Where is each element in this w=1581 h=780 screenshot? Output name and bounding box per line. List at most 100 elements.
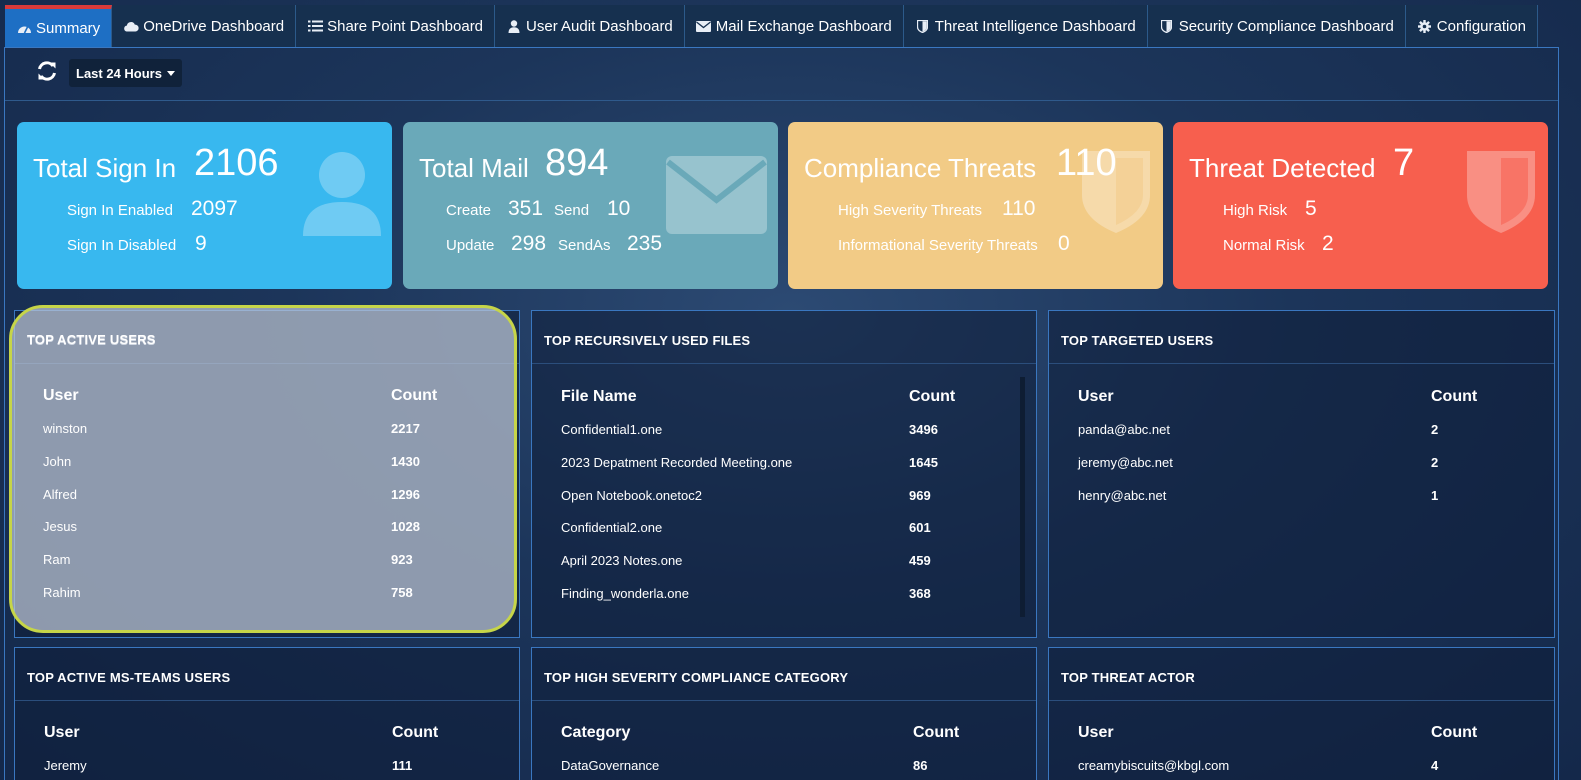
top-nav: Summary OneDrive Dashboard Share Point D… (5, 5, 1539, 47)
user-icon (506, 19, 522, 33)
table-row-count: 459 (909, 553, 931, 568)
top-threat-actor-panel: TOP THREAT ACTOR User Count creamybiscui… (1048, 647, 1555, 780)
card-total: 7 (1393, 142, 1415, 184)
table-row-category: DataGovernance (561, 758, 660, 773)
high-severity-value: 110 (1002, 197, 1036, 220)
tab-label: Mail Exchange Dashboard (715, 17, 892, 35)
highlight-overlay (9, 305, 517, 633)
top-recursively-used-files-panel: TOP RECURSIVELY USED FILES File Name Cou… (531, 310, 1037, 638)
column-header-category[interactable]: Category (561, 724, 631, 741)
tab-sharepoint-dashboard[interactable]: Share Point Dashboard (296, 5, 496, 47)
card-title: Total Sign In (33, 153, 177, 183)
mail-send-value: 10 (607, 197, 631, 220)
table-row-user: Ram (43, 552, 71, 567)
tab-configuration[interactable]: Configuration (1406, 5, 1539, 47)
table-row-count: 86 (913, 758, 928, 773)
table-row-count: 758 (391, 585, 413, 600)
threat-detected-card: Threat Detected 7 High Risk 5 Normal Ris… (1173, 122, 1548, 289)
shield-icon (1080, 149, 1152, 240)
envelope-icon (666, 156, 767, 241)
table-row-count: 4 (1431, 758, 1439, 773)
column-header-count[interactable]: Count (909, 388, 956, 405)
normal-risk-label: Normal Risk (1223, 237, 1305, 254)
compliance-threats-card: Compliance Threats 110 High Severity Thr… (788, 122, 1163, 289)
tab-label: Threat Intelligence Dashboard (934, 17, 1136, 35)
mail-sendas-value: 235 (627, 232, 663, 255)
column-header-count[interactable]: Count (913, 724, 960, 741)
table-row-count: 1645 (909, 455, 938, 470)
mail-create-value: 351 (508, 197, 544, 220)
tab-summary[interactable]: Summary (5, 5, 113, 47)
tab-threat-intelligence-dashboard[interactable]: Threat Intelligence Dashboard (904, 5, 1148, 47)
tab-label: Summary (36, 19, 101, 37)
column-header-user[interactable]: User (1078, 724, 1114, 741)
panel-title: TOP RECURSIVELY USED FILES (544, 333, 751, 348)
sign-in-enabled-label: Sign In Enabled (67, 202, 173, 219)
table-row-user: Jeremy (44, 758, 87, 773)
total-sign-in-card: Total Sign In 2106 Sign In Enabled 2097 … (17, 122, 392, 289)
tab-label: Share Point Dashboard (327, 17, 484, 35)
mail-send-label: Send (554, 202, 590, 219)
divider (1049, 363, 1554, 364)
column-header-user[interactable]: User (43, 387, 79, 404)
column-header-user[interactable]: User (44, 724, 80, 741)
panel-title: TOP THREAT ACTOR (1061, 670, 1195, 685)
mail-update-value: 298 (511, 232, 547, 255)
column-header-count[interactable]: Count (392, 724, 439, 741)
normal-risk-value: 2 (1322, 232, 1334, 255)
tab-label: Configuration (1436, 17, 1527, 35)
time-range-dropdown[interactable]: Last 24 Hours (69, 59, 182, 87)
mail-create-label: Create (446, 202, 492, 219)
dashboard-frame (4, 47, 1559, 780)
tab-user-audit-dashboard[interactable]: User Audit Dashboard (495, 5, 685, 47)
table-row-count: 2 (1431, 455, 1439, 470)
refresh-icon[interactable] (33, 57, 61, 85)
cloud-icon (123, 21, 139, 32)
table-row-count: 2 (1431, 422, 1439, 437)
tab-label: OneDrive Dashboard (143, 17, 285, 35)
tab-mail-exchange-dashboard[interactable]: Mail Exchange Dashboard (685, 5, 904, 47)
sign-in-enabled-value: 2097 (191, 197, 238, 220)
top-high-severity-compliance-category-panel: TOP HIGH SEVERITY COMPLIANCE CATEGORY Ca… (531, 647, 1037, 780)
table-row-count: 368 (909, 586, 931, 601)
card-total: 110 (1056, 142, 1117, 184)
table-row-user: creamybiscuits@kbgl.com (1078, 758, 1230, 773)
card-title: Compliance Threats (804, 153, 1037, 183)
mail-sendas-label: SendAs (558, 237, 611, 254)
top-active-ms-teams-users-panel: TOP ACTIVE MS-TEAMS USERS User Count Jer… (14, 647, 520, 780)
tab-security-compliance-dashboard[interactable]: Security Compliance Dashboard (1148, 5, 1406, 47)
table-row-user: jeremy@abc.net (1078, 455, 1173, 470)
panel-title: TOP ACTIVE MS-TEAMS USERS (27, 670, 231, 685)
table-row-count: 923 (391, 552, 413, 567)
table-row-file: Finding_wonderla.one (561, 586, 689, 601)
table-row-user: Jesus (43, 519, 77, 534)
column-header-user[interactable]: User (1078, 388, 1114, 405)
table-row-file: Open Notebook.onetoc2 (561, 488, 702, 503)
time-range-label: Last 24 Hours (76, 65, 162, 81)
tab-onedrive-dashboard[interactable]: OneDrive Dashboard (112, 5, 297, 47)
panel-title: TOP HIGH SEVERITY COMPLIANCE CATEGORY (544, 670, 849, 685)
column-header-count[interactable]: Count (1431, 724, 1478, 741)
column-header-file-name[interactable]: File Name (561, 388, 637, 405)
table-row-file: 2023 Depatment Recorded Meeting.one (561, 455, 793, 470)
table-row-user: panda@abc.net (1078, 422, 1170, 437)
informational-severity-label: Informational Severity Threats (838, 237, 1038, 254)
divider (532, 363, 1036, 364)
high-risk-label: High Risk (1223, 202, 1288, 219)
table-row-user: winston (43, 421, 88, 436)
informational-severity-value: 0 (1058, 232, 1070, 255)
column-header-count[interactable]: Count (391, 387, 438, 404)
table-row-user: Alfred (43, 487, 77, 502)
tab-label: User Audit Dashboard (526, 17, 673, 35)
shield-icon (915, 19, 931, 33)
divider (15, 700, 519, 701)
table-row-file: Confidential2.one (561, 520, 663, 535)
table-row-count: 111 (392, 758, 413, 773)
table-row-count: 1 (1431, 488, 1439, 503)
tab-label: Security Compliance Dashboard (1178, 17, 1394, 35)
card-title: Total Mail (419, 153, 529, 183)
column-header-count[interactable]: Count (1431, 388, 1478, 405)
table-row-count: 1028 (391, 519, 420, 534)
table-row-count: 2217 (391, 421, 420, 436)
scrollbar[interactable] (1020, 377, 1025, 617)
